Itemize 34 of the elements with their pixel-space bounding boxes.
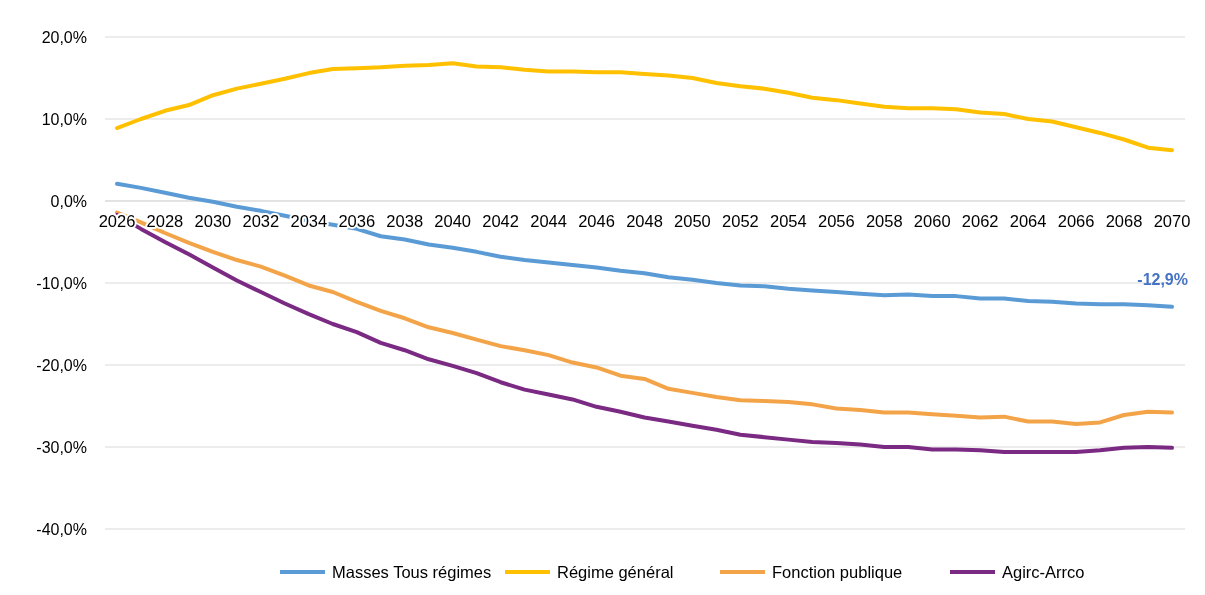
x-tick-label: 2046 (578, 212, 615, 230)
x-tick-label: 2050 (674, 212, 711, 230)
y-tick-label: 20,0% (41, 28, 87, 46)
y-tick-label: -10,0% (36, 274, 87, 292)
x-tick-label: 2068 (1105, 212, 1143, 230)
x-tick-label: 2070 (1153, 212, 1191, 230)
annotation: -12,9% (1137, 270, 1188, 288)
y-tick-label: 0,0% (50, 192, 87, 210)
x-tick-label: 2052 (722, 212, 759, 230)
x-tick-label: 2040 (434, 212, 472, 230)
x-tick-label: 2064 (1009, 212, 1047, 230)
line-series (115, 61, 1174, 153)
x-tick-label: 2056 (817, 212, 855, 230)
y-tick-label: 10,0% (41, 110, 87, 128)
x-tick-label: 2066 (1057, 212, 1095, 230)
x-tick-label: 2044 (530, 212, 567, 230)
y-tick-label: -30,0% (36, 438, 87, 456)
x-tick-label: 2036 (338, 212, 376, 230)
y-tick-label: -20,0% (36, 356, 87, 374)
legend-label: Masses Tous régimes (332, 563, 492, 581)
x-tick-label: 2058 (865, 212, 903, 230)
legend-label: Agirc-Arrco (1002, 563, 1085, 581)
x-tick-label: 2030 (194, 212, 232, 230)
x-tick-label: 2062 (961, 212, 999, 230)
x-tick-label: 2032 (242, 212, 280, 230)
x-tick-label: 2048 (626, 212, 663, 230)
x-tick-label: 2028 (146, 212, 184, 230)
x-tick-label: 2054 (770, 212, 807, 230)
legend-label: Régime général (557, 563, 674, 581)
y-tick-label: -40,0% (36, 520, 87, 538)
x-tick-label: 2042 (482, 212, 519, 230)
x-tick-label: 2060 (913, 212, 951, 230)
legend-label: Fonction publique (772, 563, 903, 581)
x-tick-label: 2038 (386, 212, 424, 230)
